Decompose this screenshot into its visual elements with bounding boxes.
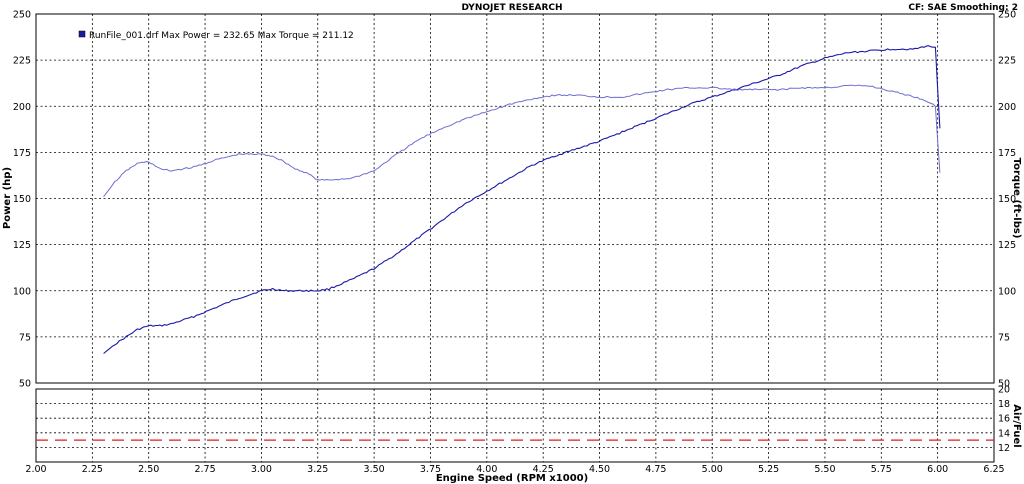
x-tick-label: 4.50	[589, 464, 610, 475]
airfuel-axis-title: Air/Fuel	[1011, 404, 1022, 447]
torque-tick-label: 125	[998, 240, 1016, 251]
y-axis-title-right: Torque (ft-lbs)	[1011, 158, 1022, 239]
torque-tick-label: 200	[998, 102, 1016, 113]
torque-tick-label: 250	[998, 10, 1016, 21]
x-tick-label: 2.25	[82, 464, 103, 475]
x-tick-label: 2.00	[25, 464, 46, 475]
x-tick-label: 3.25	[307, 464, 328, 475]
airfuel-gridlines	[36, 389, 994, 462]
settings-readout: CF: SAE Smoothing: 2	[908, 3, 1018, 13]
x-axis-ticks: 2.00 2.25 2.50 2.75 3.00 3.25 3.50 3.75 4.00 4.25…	[25, 464, 1004, 475]
torque-axis-ticks: 50 75 100 125 150 175 200 225 250	[998, 10, 1016, 390]
x-tick-label: 5.25	[758, 464, 779, 475]
torque-tick-label: 175	[998, 148, 1016, 159]
x-tick-label: 3.75	[420, 464, 441, 475]
x-tick-label: 6.25	[983, 464, 1004, 475]
torque-tick-label: 75	[998, 332, 1010, 343]
power-tick-label: 75	[19, 332, 31, 343]
x-tick-label: 4.25	[533, 464, 554, 475]
main-gridlines	[36, 14, 994, 383]
x-tick-label: 2.50	[138, 464, 159, 475]
legend-swatch	[78, 30, 86, 38]
power-tick-label: 175	[13, 148, 31, 159]
power-tick-label: 225	[13, 56, 31, 67]
x-tick-label: 4.00	[476, 464, 497, 475]
y-axis-title-left: Power (hp)	[2, 167, 13, 229]
airfuel-axis-ticks: 12 14 16 18 20	[998, 385, 1010, 454]
airfuel-tick-label: 14	[998, 428, 1010, 439]
power-tick-label: 50	[19, 379, 31, 390]
x-tick-label: 5.75	[871, 464, 892, 475]
x-tick-label: 4.75	[645, 464, 666, 475]
airfuel-tick-label: 16	[998, 414, 1010, 425]
power-tick-label: 250	[13, 10, 31, 21]
power-tick-label: 200	[13, 102, 31, 113]
series-line-power	[103, 45, 941, 354]
main-series-group	[103, 45, 941, 354]
series-line-torque	[103, 84, 941, 198]
x-tick-label: 6.00	[927, 464, 948, 475]
x-tick-label: 5.50	[814, 464, 835, 475]
airfuel-tick-label: 18	[998, 399, 1010, 410]
x-tick-label: 3.00	[251, 464, 272, 475]
torque-tick-label: 150	[998, 194, 1016, 205]
airfuel-tick-label: 12	[998, 443, 1010, 454]
power-tick-label: 125	[13, 240, 31, 251]
airfuel-plot-frame	[35, 388, 995, 463]
power-tick-label: 100	[13, 286, 31, 297]
legend-text: RunFile_001.drf Max Power = 232.65 Max T…	[89, 31, 354, 41]
airfuel-tick-label: 20	[998, 385, 1010, 396]
x-tick-label: 2.75	[194, 464, 215, 475]
x-tick-label: 5.00	[702, 464, 723, 475]
chart-title: DYNOJET RESEARCH	[461, 3, 562, 13]
power-tick-label: 150	[13, 194, 31, 205]
torque-tick-label: 225	[998, 56, 1016, 67]
power-axis-ticks: 50 75 100 125 150 175 200 225 250	[13, 10, 31, 390]
torque-tick-label: 50	[998, 379, 1010, 390]
x-axis-title: Engine Speed (RPM x1000)	[436, 473, 588, 484]
torque-tick-label: 100	[998, 286, 1016, 297]
x-tick-label: 3.50	[364, 464, 385, 475]
